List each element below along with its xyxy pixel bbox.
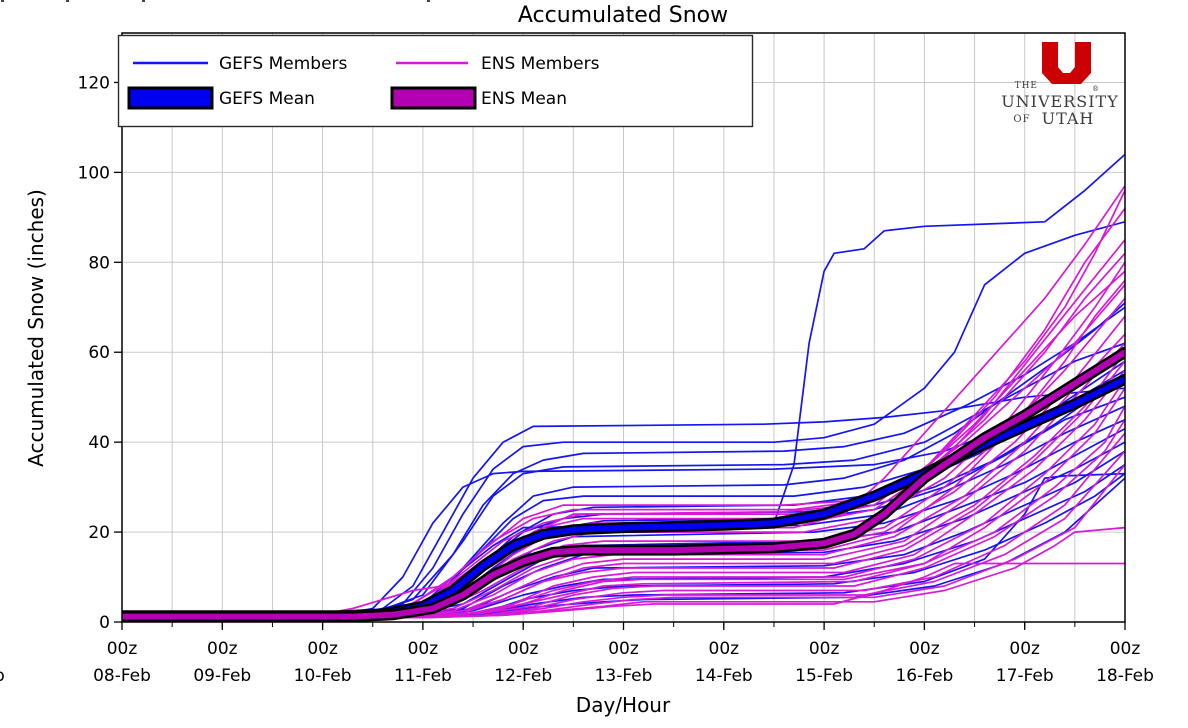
x-tick-date: 10-Feb [294, 666, 352, 686]
x-tick-date: 16-Feb [895, 666, 953, 686]
ens-members-line [122, 351, 1125, 619]
x-tick-date: 11-Feb [394, 666, 452, 686]
y-tick-label: 80 [88, 253, 110, 273]
ens-members-line [122, 252, 1125, 617]
logo-registered-icon: ® [1092, 85, 1099, 93]
x-tick-hour: 00z [809, 639, 840, 659]
gefs-members-line [122, 450, 1125, 619]
x-tick-hour: 00z [1110, 639, 1141, 659]
ens-members-line [122, 562, 1125, 619]
x-axis-label: Day/Hour [576, 693, 671, 717]
chart-title: Accumulated Snow [518, 3, 728, 28]
logo-university: UNIVERSITY [1001, 92, 1119, 111]
series-lines [122, 153, 1125, 622]
university-of-utah-logo: THE ® UNIVERSITY OF UTAH [1001, 42, 1119, 128]
x-tick-date: 09-Feb [193, 666, 251, 686]
x-tick-hour: 00z [408, 639, 439, 659]
logo-of: OF [1013, 114, 1030, 125]
ens-members-legend-label: ENS Members [481, 54, 600, 74]
gefs-members-line [122, 301, 1125, 619]
gefs-mean-legend-label: GEFS Mean [219, 89, 315, 109]
ens-mean-line [122, 349, 1125, 620]
x-tick-hour: 00z [709, 639, 740, 659]
x-tick-date: 12-Feb [494, 666, 552, 686]
cropped-tick-label-artifact: b [0, 666, 5, 686]
gefs-members-line [122, 342, 1125, 618]
x-tick-date: 13-Feb [595, 666, 653, 686]
x-tick-date: 18-Feb [1096, 666, 1154, 686]
plot-border [121, 32, 1126, 623]
cropped-text-artifact [1, 0, 430, 2]
logo-utah: UTAH [1042, 109, 1095, 128]
x-tick-hour: 00z [508, 639, 539, 659]
gefs-members-legend-label: GEFS Members [219, 54, 348, 74]
gefs-members-line [122, 306, 1125, 618]
ens-members-line [122, 418, 1125, 619]
utah-u-icon [1042, 42, 1091, 84]
y-tick-label: 120 [78, 73, 110, 93]
axis-ticks [114, 81, 1126, 630]
gefs-members-line [122, 463, 1125, 619]
ens-mean-legend-label: ENS Mean [481, 89, 567, 109]
x-tick-date: 17-Feb [996, 666, 1054, 686]
gefs-members-line [122, 220, 1125, 617]
tick-labels: 00z 08-Feb 00z 09-Feb 00z 10-Feb 00z 11-Feb 00z 1… [78, 73, 1154, 686]
gefs-members-line [122, 387, 1125, 617]
y-axis-label: Accumulated Snow (inches) [24, 189, 48, 467]
legend: GEFS Members GEFS Mean ENS Members ENS M… [117, 34, 754, 128]
x-tick-date: 08-Feb [93, 666, 151, 686]
x-tick-date: 15-Feb [795, 666, 853, 686]
ens-mean-legend-patch [390, 86, 477, 110]
x-tick-date: 14-Feb [695, 666, 753, 686]
x-tick-hour: 00z [608, 639, 639, 659]
x-tick-hour: 00z [909, 639, 940, 659]
x-tick-hour: 00z [307, 639, 338, 659]
y-tick-label: 100 [78, 163, 110, 183]
logo-the: THE [1015, 81, 1038, 91]
ens-members-line [122, 189, 1125, 615]
x-tick-hour: 00z [207, 639, 238, 659]
legend-box [117, 34, 754, 128]
x-tick-hour: 00z [107, 639, 138, 659]
y-tick-label: 60 [88, 343, 110, 363]
gefs-mean-legend-patch [127, 86, 214, 110]
y-tick-label: 40 [88, 433, 110, 453]
plot-area: 00z 08-Feb 00z 09-Feb 00z 10-Feb 00z 11-Feb 00z 1… [78, 33, 1154, 686]
y-tick-label: 20 [88, 523, 110, 543]
y-tick-label: 0 [99, 613, 110, 633]
x-tick-hour: 00z [1009, 639, 1040, 659]
